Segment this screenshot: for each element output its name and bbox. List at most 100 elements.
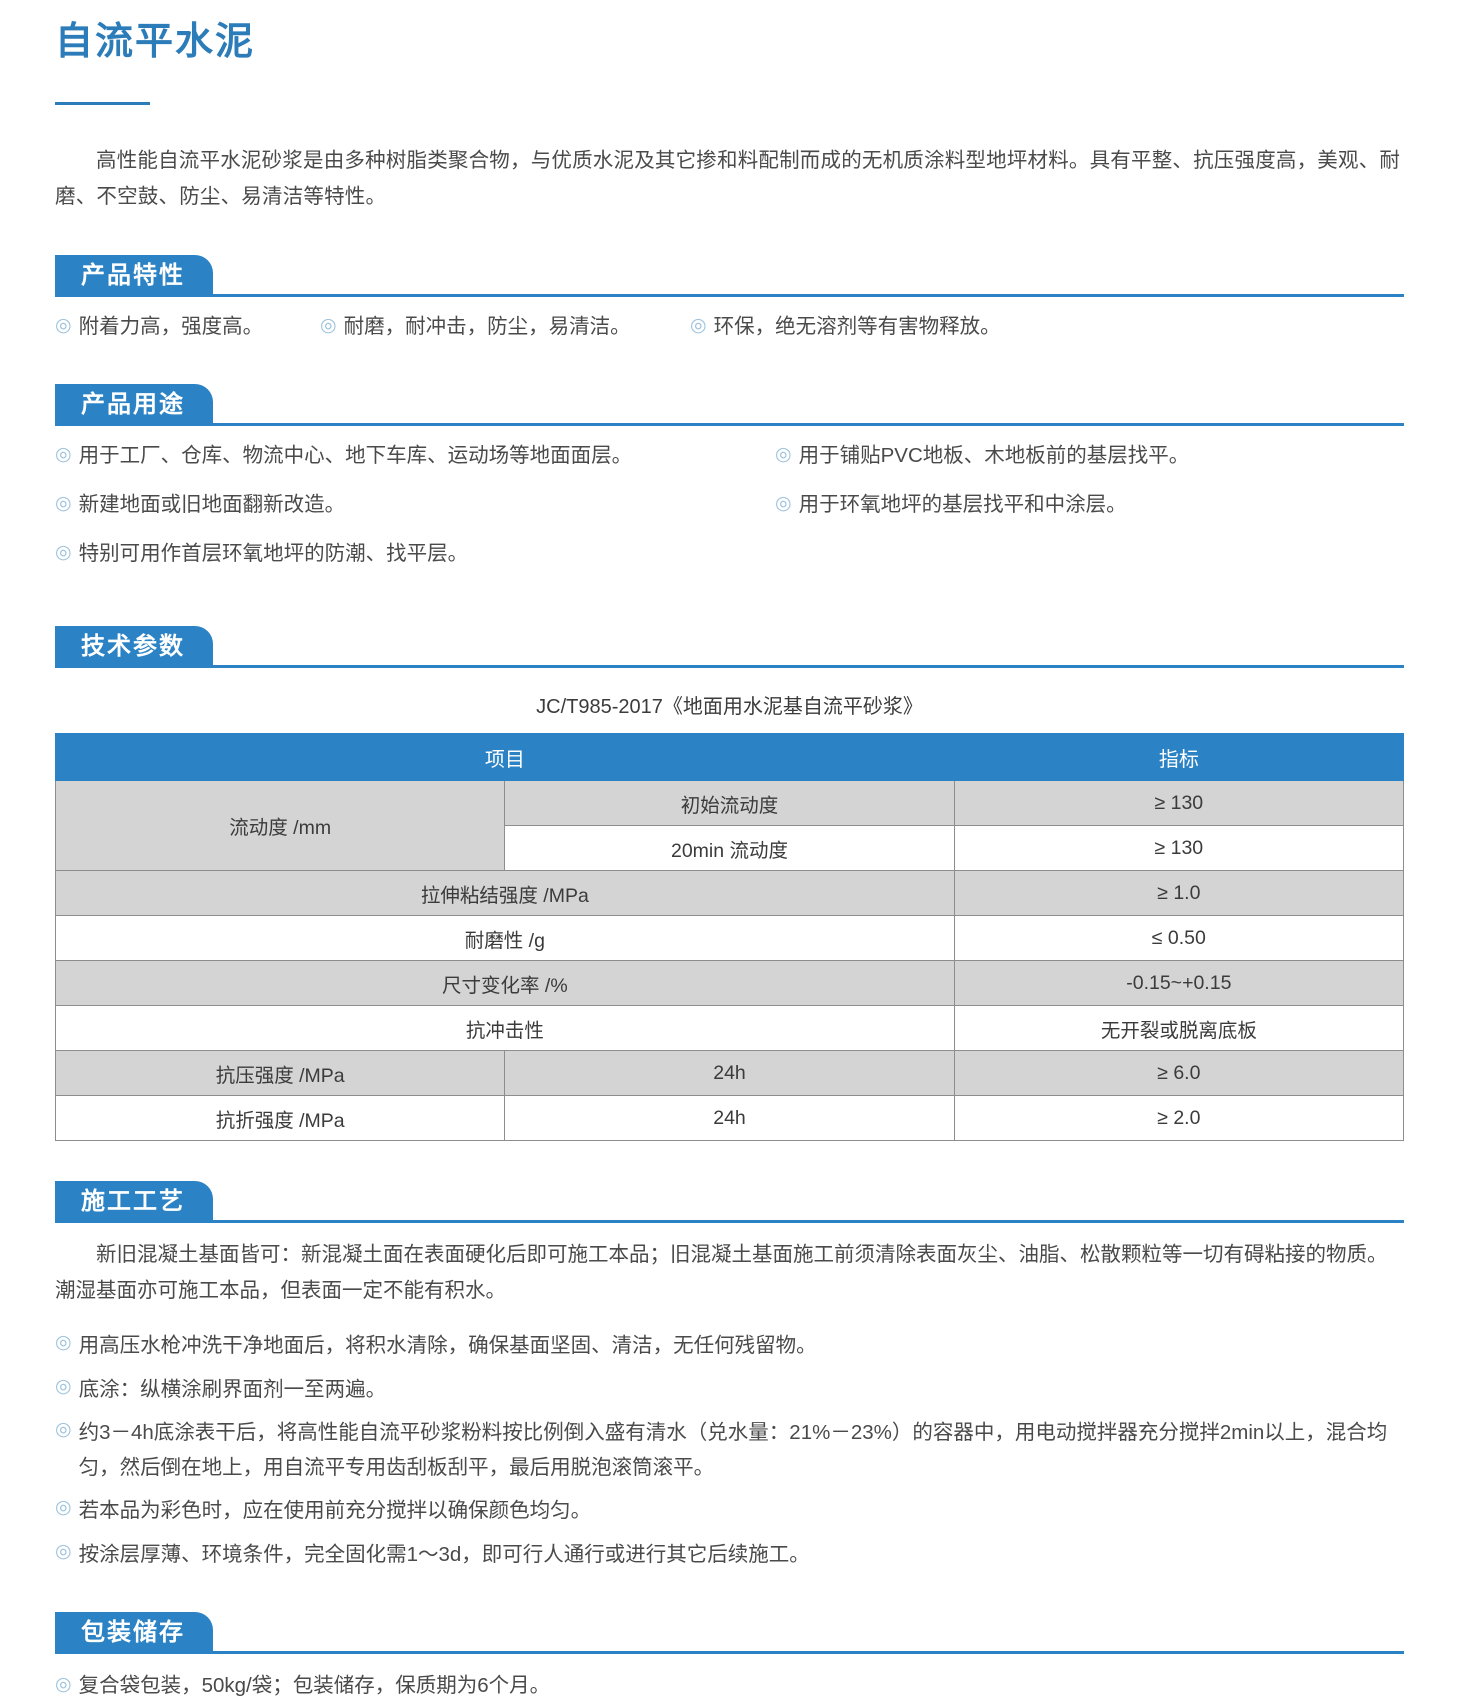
process-list: ◎ 用高压水枪冲洗干净地面后，将积水清除，确保基面坚固、清洁，无任何残留物。 ◎…	[55, 1328, 1404, 1572]
list-item: ◎ 用于铺贴PVC地板、木地板前的基层找平。	[775, 440, 1375, 473]
section-title-specs: 技术参数	[55, 626, 213, 669]
section-packaging-storage: 包装储存 ◎ 复合袋包装，50kg/袋；包装储存，保质期为6个月。	[55, 1611, 1404, 1703]
list-item: ◎ 附着力高，强度高。	[55, 311, 320, 344]
list-item: ◎ 若本品为彩色时，应在使用前充分搅拌以确保颜色均匀。	[55, 1493, 1404, 1528]
uses-column-left: ◎ 用于工厂、仓库、物流中心、地下车库、运动场等地面面层。 ◎ 新建地面或旧地面…	[55, 440, 770, 586]
features-list: ◎ 附着力高，强度高。 ◎ 耐磨，耐冲击，防尘，易清洁。 ◎ 环保，绝无溶剂等有…	[55, 311, 1404, 344]
section-rule-features	[55, 294, 1404, 298]
cell-value: ≥ 130	[953, 780, 1405, 827]
list-item: ◎ 用高压水枪冲洗干净地面后，将积水清除，确保基面坚固、清洁，无任何残留物。	[55, 1328, 1404, 1363]
section-header-packaging: 包装储存	[55, 1611, 1404, 1654]
bullet-circle-icon: ◎	[55, 1418, 72, 1440]
uses-list: ◎ 用于工厂、仓库、物流中心、地下车库、运动场等地面面层。 ◎ 新建地面或旧地面…	[55, 440, 1404, 586]
cell-value: ≥ 1.0	[953, 870, 1405, 917]
cell-sub: 24h	[504, 1050, 955, 1097]
cell-value: ≤ 0.50	[953, 915, 1405, 962]
section-header-specs: 技术参数	[55, 626, 1404, 669]
title-underline-rule	[55, 102, 150, 106]
cell-item: 耐磨性 /g	[55, 915, 955, 962]
section-product-uses: 产品用途 ◎ 用于工厂、仓库、物流中心、地下车库、运动场等地面面层。 ◎ 新建地…	[55, 383, 1404, 586]
bullet-circle-icon: ◎	[55, 1375, 72, 1397]
list-item: ◎ 新建地面或旧地面翻新改造。	[55, 489, 770, 522]
cell-item: 抗压强度 /MPa	[54, 1050, 506, 1097]
bullet-circle-icon: ◎	[775, 443, 792, 465]
section-header-features: 产品特性	[55, 255, 1404, 298]
list-item: ◎ 用于工厂、仓库、物流中心、地下车库、运动场等地面面层。	[55, 440, 770, 473]
table-row: 抗折强度 /MPa 24h ≥ 2.0	[54, 1095, 1405, 1142]
table-row: 抗压强度 /MPa 24h ≥ 6.0	[54, 1050, 1405, 1097]
cell-value: ≥ 130	[953, 825, 1405, 872]
table-row: 耐磨性 /g ≤ 0.50	[55, 915, 1405, 962]
section-header-process: 施工工艺	[55, 1181, 1404, 1224]
section-title-packaging: 包装储存	[55, 1611, 213, 1654]
list-item-label: 特别可用作首层环氧地坪的防潮、找平层。	[78, 541, 469, 565]
list-item: ◎ 环保，绝无溶剂等有害物释放。	[690, 311, 1001, 344]
section-rule-process	[55, 1220, 1404, 1224]
bullet-circle-icon: ◎	[55, 315, 72, 337]
section-rule-specs	[55, 665, 1404, 669]
cell-value: ≥ 6.0	[953, 1050, 1405, 1097]
list-item-label: 复合袋包装，50kg/袋；包装储存，保质期为6个月。	[78, 1673, 551, 1697]
cell-value: -0.15~+0.15	[953, 960, 1405, 1007]
bullet-circle-icon: ◎	[55, 492, 72, 514]
table-row: 尺寸变化率 /% -0.15~+0.15	[55, 960, 1405, 1007]
list-item-label: 用高压水枪冲洗干净地面后，将积水清除，确保基面坚固、清洁，无任何残留物。	[78, 1334, 817, 1358]
cell-value: 无开裂或脱离底板	[953, 1005, 1405, 1052]
bullet-circle-icon: ◎	[775, 492, 792, 514]
section-construction-process: 施工工艺 新旧混凝土基面皆可：新混凝土面在表面硬化后即可施工本品；旧混凝土基面施…	[55, 1181, 1404, 1572]
column-header-index: 指标	[953, 733, 1405, 782]
list-item: ◎ 约3－4h底涂表干后，将高性能自流平砂浆粉料按比例倒入盛有清水（兑水量：21…	[55, 1415, 1404, 1486]
cell-item: 尺寸变化率 /%	[55, 960, 955, 1007]
cell-item: 拉伸粘结强度 /MPa	[55, 870, 955, 917]
list-item-label: 新建地面或旧地面翻新改造。	[78, 492, 346, 516]
list-item-label: 用于工厂、仓库、物流中心、地下车库、运动场等地面面层。	[78, 443, 633, 467]
cell-sub: 20min 流动度	[504, 825, 955, 872]
page-title: 自流平水泥	[55, 21, 256, 63]
column-header-item: 项目	[55, 733, 955, 782]
list-item: ◎ 复合袋包装，50kg/袋；包装储存，保质期为6个月。	[55, 1670, 1404, 1703]
list-item: ◎ 耐磨，耐冲击，防尘，易清洁。	[320, 311, 690, 344]
table-row: 20min 流动度 ≥ 130	[56, 825, 1405, 872]
list-item-label: 约3－4h底涂表干后，将高性能自流平砂浆粉料按比例倒入盛有清水（兑水量：21%－…	[78, 1420, 1388, 1480]
bullet-circle-icon: ◎	[55, 541, 72, 563]
spec-table: 项目 指标 流动度 /mm 初始流动度 ≥ 130 20min 流动度 ≥ 13…	[54, 733, 1405, 1142]
bullet-circle-icon: ◎	[55, 1497, 72, 1519]
cell-value: ≥ 2.0	[953, 1095, 1405, 1142]
table-row: 流动度 /mm 初始流动度 ≥ 130	[54, 780, 1405, 872]
cell-item: 抗折强度 /MPa	[54, 1095, 506, 1142]
intro-paragraph: 高性能自流平水泥砂浆是由多种树脂类聚合物，与优质水泥及其它掺和料配制而成的无机质…	[55, 149, 1401, 209]
bullet-circle-icon: ◎	[55, 443, 72, 465]
bullet-circle-icon: ◎	[690, 315, 707, 337]
list-item-label: 若本品为彩色时，应在使用前充分搅拌以确保颜色均匀。	[78, 1499, 592, 1523]
list-item-label: 底涂：纵横涂刷界面剂一至两遍。	[78, 1377, 387, 1401]
section-product-features: 产品特性 ◎ 附着力高，强度高。 ◎ 耐磨，耐冲击，防尘，易清洁。 ◎ 环保，绝…	[55, 255, 1404, 344]
uses-column-right: ◎ 用于铺贴PVC地板、木地板前的基层找平。 ◎ 用于环氧地坪的基层找平和中涂层…	[770, 440, 1375, 586]
section-rule-uses	[55, 422, 1404, 426]
process-paragraph: 新旧混凝土基面皆可：新混凝土面在表面硬化后即可施工本品；旧混凝土基面施工前须清除…	[55, 1243, 1388, 1302]
list-item: ◎ 用于环氧地坪的基层找平和中涂层。	[775, 489, 1375, 522]
section-technical-specs: 技术参数 JC/T985-2017《地面用水泥基自流平砂浆》 项目 指标 流动度…	[54, 626, 1405, 1142]
standard-caption: JC/T985-2017《地面用水泥基自流平砂浆》	[536, 696, 923, 719]
section-title-uses: 产品用途	[55, 383, 213, 426]
list-item-label: 耐磨，耐冲击，防尘，易清洁。	[343, 315, 631, 339]
list-item-label: 用于环氧地坪的基层找平和中涂层。	[798, 492, 1127, 516]
list-item: ◎ 特别可用作首层环氧地坪的防潮、找平层。	[55, 538, 770, 571]
list-item-label: 按涂层厚薄、环境条件，完全固化需1～3d，即可行人通行或进行其它后续施工。	[78, 1542, 810, 1566]
bullet-circle-icon: ◎	[55, 1673, 72, 1695]
section-rule-packaging	[55, 1650, 1404, 1654]
bullet-circle-icon: ◎	[320, 315, 337, 337]
table-header-row: 项目 指标	[55, 733, 1405, 782]
table-row: 拉伸粘结强度 /MPa ≥ 1.0	[55, 870, 1405, 917]
table-row: 抗冲击性 无开裂或脱离底板	[55, 1005, 1405, 1052]
section-title-process: 施工工艺	[55, 1181, 213, 1224]
list-item-label: 环保，绝无溶剂等有害物释放。	[713, 315, 1001, 339]
cell-item: 抗冲击性	[55, 1005, 955, 1052]
section-header-uses: 产品用途	[55, 383, 1404, 426]
packaging-list: ◎ 复合袋包装，50kg/袋；包装储存，保质期为6个月。	[55, 1670, 1404, 1703]
list-item: ◎ 按涂层厚薄、环境条件，完全固化需1～3d，即可行人通行或进行其它后续施工。	[55, 1537, 1404, 1572]
bullet-circle-icon: ◎	[55, 1540, 72, 1562]
cell-sub: 24h	[504, 1095, 955, 1142]
cell-item: 流动度 /mm	[54, 780, 506, 872]
list-item-label: 用于铺贴PVC地板、木地板前的基层找平。	[798, 443, 1190, 467]
